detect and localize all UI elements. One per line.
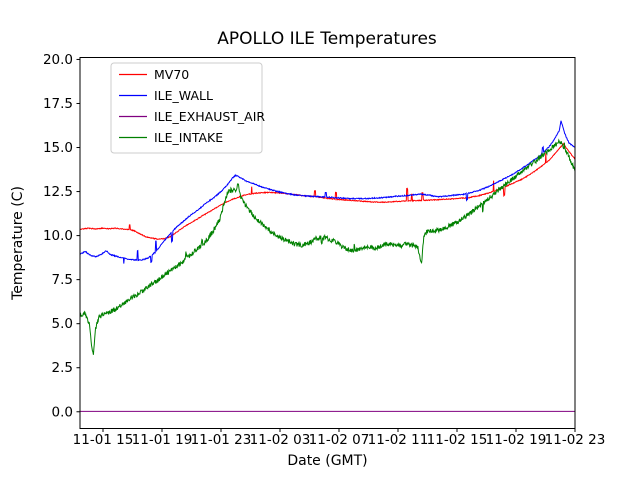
x-tick-label: 11-01 19 (132, 432, 193, 448)
series-line-ILE_INTAKE (80, 138, 575, 355)
x-tick-label: 11-02 11 (368, 432, 429, 448)
y-tick-label: 5.0 (52, 316, 73, 332)
x-tick-label: 11-01 23 (191, 432, 252, 448)
plot-series (80, 120, 575, 412)
chart-title: APOLLO ILE Temperatures (217, 29, 437, 49)
x-tick-label: 11-02 19 (486, 432, 547, 448)
y-tick-label: 0.0 (52, 404, 73, 420)
x-tick-label: 11-02 03 (250, 432, 311, 448)
y-tick-label: 10.0 (43, 228, 73, 244)
x-tick-label: 11-02 23 (545, 432, 606, 448)
y-tick-label: 2.5 (52, 360, 73, 376)
plot-frame (79, 57, 576, 429)
legend-label-ILE_INTAKE: ILE_INTAKE (154, 130, 223, 145)
legend-box (110, 62, 263, 154)
x-tick-label: 11-02 07 (309, 432, 370, 448)
y-tick-label: 20.0 (43, 52, 73, 68)
legend-label-ILE_EXHAUST_AIR: ILE_EXHAUST_AIR (154, 109, 265, 124)
x-tick-label: 11-01 15 (73, 432, 134, 448)
x-tick-label: 11-02 15 (427, 432, 488, 448)
y-axis-label: Temperature (C) (10, 186, 26, 301)
y-tick-label: 17.5 (43, 96, 73, 112)
legend-label-MV70: MV70 (154, 67, 189, 82)
legend-label-ILE_WALL: ILE_WALL (154, 88, 213, 103)
series-line-ILE_WALL (80, 120, 575, 264)
legend: MV70 ILE_WALL ILE_EXHAUST_AIR ILE_INTAKE (110, 62, 265, 154)
x-axis-label: Date (GMT) (287, 453, 367, 469)
y-tick-label: 12.5 (43, 184, 73, 200)
y-tick-label: 15.0 (43, 140, 73, 156)
series-line-MV70 (80, 142, 575, 240)
y-tick-label: 7.5 (52, 272, 73, 288)
